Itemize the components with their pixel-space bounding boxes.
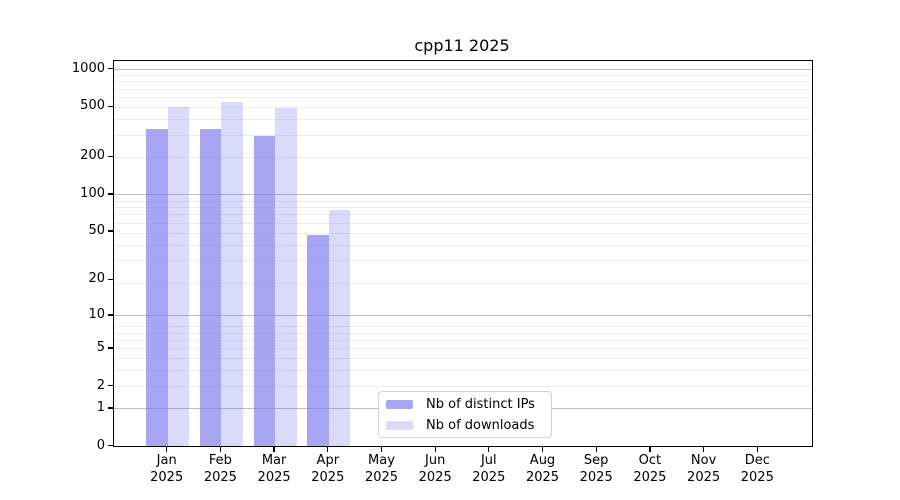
y-tick-label-200: 200 <box>80 148 105 164</box>
x-tick-mark-jun <box>434 446 436 452</box>
x-tick-label-may: May 2025 <box>364 453 399 485</box>
gridline-minor <box>114 214 812 216</box>
x-tick-mark-mar <box>273 446 275 452</box>
x-tick-label-dec: Dec 2025 <box>740 453 774 485</box>
gridline-minor <box>114 156 812 158</box>
legend-label-distinct-ips: Nb of distinct IPs <box>426 396 535 412</box>
x-tick-label-jul: Jul 2025 <box>472 453 506 485</box>
y-tick-mark-10 <box>108 314 113 316</box>
y-tick-mark-1 <box>108 407 113 409</box>
gridline-minor <box>114 282 812 284</box>
y-tick-label-0: 0 <box>96 437 105 453</box>
y-tick-label-5: 5 <box>96 339 105 355</box>
x-tick-label-oct: Oct 2025 <box>633 453 667 485</box>
gridline-minor <box>114 81 812 83</box>
legend-swatch-distinct-ips <box>386 399 413 409</box>
legend-item-distinct-ips: Nb of distinct IPs <box>386 394 551 415</box>
gridline-major-100 <box>114 194 812 196</box>
y-tick-mark-100 <box>108 193 113 195</box>
x-tick-mark-feb <box>219 446 222 452</box>
gridline-minor <box>114 332 812 334</box>
x-tick-mark-aug <box>541 446 544 452</box>
y-tick-mark-20 <box>108 278 113 281</box>
x-tick-label-apr: Apr 2025 <box>311 453 345 485</box>
x-tick-mark-nov <box>702 446 705 452</box>
plot-area: Nb of distinct IPs Nb of downloads <box>113 60 813 447</box>
gridline-minor <box>114 386 812 388</box>
x-tick-mark-apr <box>327 446 329 452</box>
bar-downloads-jan <box>167 107 190 446</box>
gridline-minor <box>114 96 812 98</box>
x-tick-label-jun: Jun 2025 <box>418 453 452 485</box>
y-tick-label-500: 500 <box>80 98 105 114</box>
gridline-major-1000 <box>114 69 812 70</box>
bar-distinct-ips-jan <box>146 129 168 446</box>
gridline-minor <box>114 206 812 208</box>
legend-label-downloads: Nb of downloads <box>426 417 535 433</box>
y-tick-mark-0 <box>108 445 113 447</box>
bar-distinct-ips-mar <box>253 135 276 446</box>
gridline-minor <box>114 339 812 341</box>
bar-distinct-ips-apr <box>307 234 329 446</box>
gridline-minor <box>114 200 812 202</box>
y-tick-label-2: 2 <box>96 377 105 393</box>
gridline-minor <box>114 260 812 262</box>
gridline-minor <box>114 370 812 372</box>
y-tick-label-1: 1 <box>96 399 105 415</box>
y-tick-label-20: 20 <box>88 271 105 287</box>
x-tick-label-jan: Jan 2025 <box>150 453 184 485</box>
legend: Nb of distinct IPs Nb of downloads <box>378 391 552 438</box>
x-tick-label-mar: Mar 2025 <box>257 453 291 485</box>
gridline-minor <box>114 222 812 224</box>
y-tick-label-100: 100 <box>80 185 105 201</box>
gridline-minor <box>114 348 812 350</box>
x-tick-mark-dec <box>756 446 758 452</box>
x-tick-label-aug: Aug 2025 <box>525 453 560 485</box>
x-tick-mark-oct <box>649 446 651 452</box>
y-tick-mark-50 <box>108 230 113 232</box>
y-tick-mark-200 <box>108 155 113 157</box>
bar-downloads-apr <box>328 210 351 446</box>
gridline-major-10 <box>114 315 812 317</box>
gridline-minor <box>114 106 812 108</box>
x-tick-label-sep: Sep 2025 <box>579 453 613 485</box>
x-tick-mark-sep <box>595 446 597 452</box>
gridline-minor <box>114 119 812 121</box>
y-tick-label-1000: 1000 <box>71 60 105 76</box>
gridline-minor <box>114 74 812 76</box>
bar-downloads-mar <box>275 108 297 446</box>
legend-item-downloads: Nb of downloads <box>386 415 551 436</box>
chart-title: cpp11 2025 <box>414 36 510 55</box>
x-tick-label-feb: Feb 2025 <box>203 453 237 485</box>
gridline-minor <box>114 244 812 246</box>
y-tick-mark-500 <box>108 105 113 108</box>
bar-distinct-ips-feb <box>199 129 222 446</box>
gridline-minor <box>114 326 812 328</box>
bar-downloads-feb <box>221 102 243 446</box>
x-tick-mark-jul <box>488 446 490 452</box>
gridline-minor <box>114 232 812 234</box>
gridline-minor <box>114 358 812 360</box>
x-tick-mark-jan <box>166 446 168 452</box>
legend-swatch-downloads <box>386 420 413 430</box>
y-tick-mark-1000 <box>108 68 113 70</box>
y-tick-mark-5 <box>108 347 113 349</box>
y-tick-label-10: 10 <box>88 306 105 322</box>
y-tick-mark-2 <box>108 385 113 387</box>
x-tick-label-nov: Nov 2025 <box>687 453 721 485</box>
gridline-minor <box>114 88 812 90</box>
x-tick-mark-may <box>380 446 383 452</box>
y-tick-label-50: 50 <box>88 222 105 238</box>
gridline-minor <box>114 134 812 136</box>
